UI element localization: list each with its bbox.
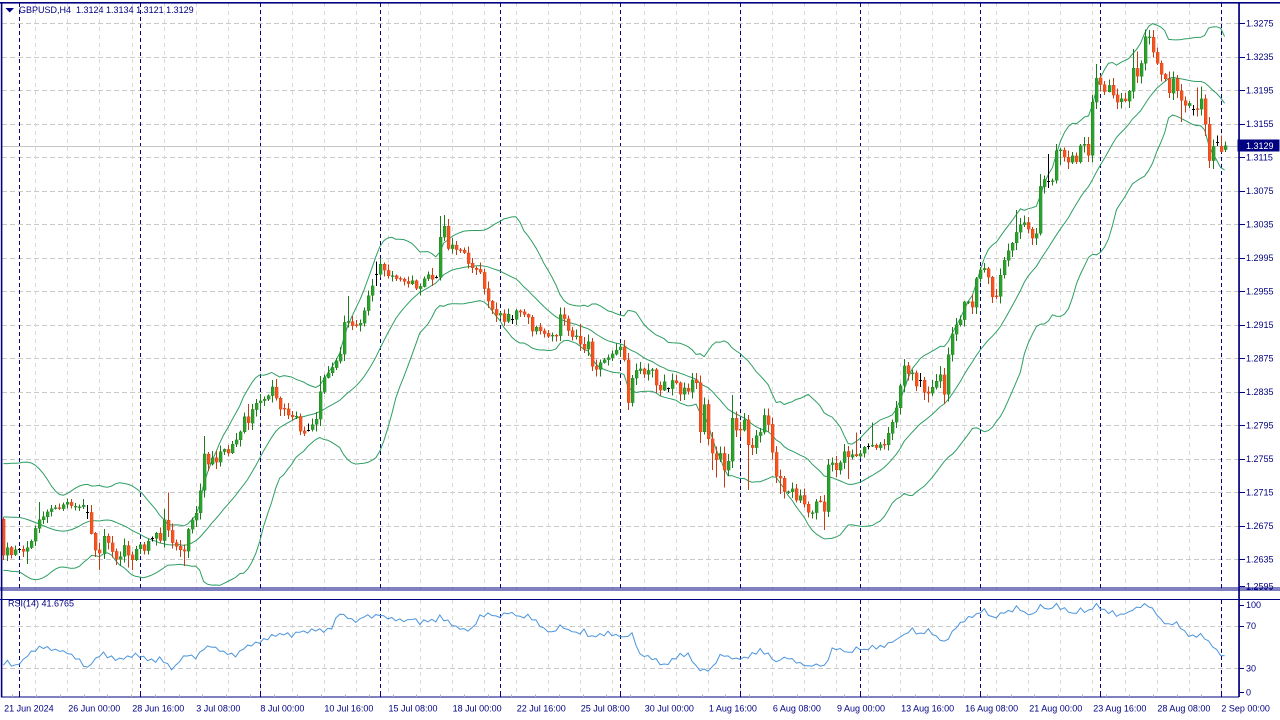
svg-text:21 Jun 2024: 21 Jun 2024 [4,704,54,714]
svg-text:70: 70 [1246,621,1256,631]
svg-text:1.2755: 1.2755 [1246,454,1274,464]
svg-text:26 Jun 00:00: 26 Jun 00:00 [68,704,120,714]
svg-text:16 Aug 08:00: 16 Aug 08:00 [965,704,1018,714]
svg-text:1.3195: 1.3195 [1246,86,1274,96]
svg-text:10 Jul 16:00: 10 Jul 16:00 [324,704,373,714]
svg-text:9 Aug 00:00: 9 Aug 00:00 [837,704,885,714]
svg-text:1.2635: 1.2635 [1246,555,1274,565]
svg-text:22 Jul 16:00: 22 Jul 16:00 [517,704,566,714]
svg-text:18 Jul 00:00: 18 Jul 00:00 [453,704,502,714]
svg-text:30 Jul 00:00: 30 Jul 00:00 [645,704,694,714]
svg-text:1.2715: 1.2715 [1246,488,1274,498]
svg-text:25 Jul 08:00: 25 Jul 08:00 [581,704,630,714]
svg-text:1.3275: 1.3275 [1246,19,1274,29]
svg-text:0: 0 [1246,688,1251,698]
svg-text:15 Jul 08:00: 15 Jul 08:00 [389,704,438,714]
svg-text:1.2875: 1.2875 [1246,354,1274,364]
svg-text:1.2915: 1.2915 [1246,320,1274,330]
svg-text:8 Jul 00:00: 8 Jul 00:00 [260,704,304,714]
svg-text:1.3235: 1.3235 [1246,52,1274,62]
svg-text:1.2835: 1.2835 [1246,387,1274,397]
svg-text:GBPUSD,H4 1.3124 1.3134 1.312: GBPUSD,H4 1.3124 1.3134 1.3121 1.3129 [19,5,194,15]
svg-text:1.2795: 1.2795 [1246,421,1274,431]
svg-text:1.3129: 1.3129 [1246,141,1274,151]
svg-text:2 Sep 00:00: 2 Sep 00:00 [1221,704,1270,714]
svg-text:1.3035: 1.3035 [1246,220,1274,230]
svg-text:30: 30 [1246,663,1256,673]
svg-text:3 Jul 08:00: 3 Jul 08:00 [196,704,240,714]
svg-text:1 Aug 16:00: 1 Aug 16:00 [709,704,757,714]
svg-text:1.3155: 1.3155 [1246,119,1274,129]
svg-text:13 Aug 16:00: 13 Aug 16:00 [901,704,954,714]
svg-text:28 Aug 08:00: 28 Aug 08:00 [1157,704,1210,714]
svg-text:23 Aug 16:00: 23 Aug 16:00 [1093,704,1146,714]
svg-text:28 Jun 16:00: 28 Jun 16:00 [132,704,184,714]
svg-text:1.2595: 1.2595 [1246,582,1274,592]
svg-text:1.2675: 1.2675 [1246,521,1274,531]
svg-text:1.2995: 1.2995 [1246,253,1274,263]
svg-text:21 Aug 00:00: 21 Aug 00:00 [1029,704,1082,714]
svg-text:6 Aug 08:00: 6 Aug 08:00 [773,704,821,714]
svg-text:1.3075: 1.3075 [1246,186,1274,196]
svg-text:100: 100 [1246,600,1261,610]
svg-text:1.2955: 1.2955 [1246,287,1274,297]
svg-text:RSI(14) 41.6765: RSI(14) 41.6765 [8,599,74,609]
svg-text:1.3115: 1.3115 [1246,153,1273,163]
